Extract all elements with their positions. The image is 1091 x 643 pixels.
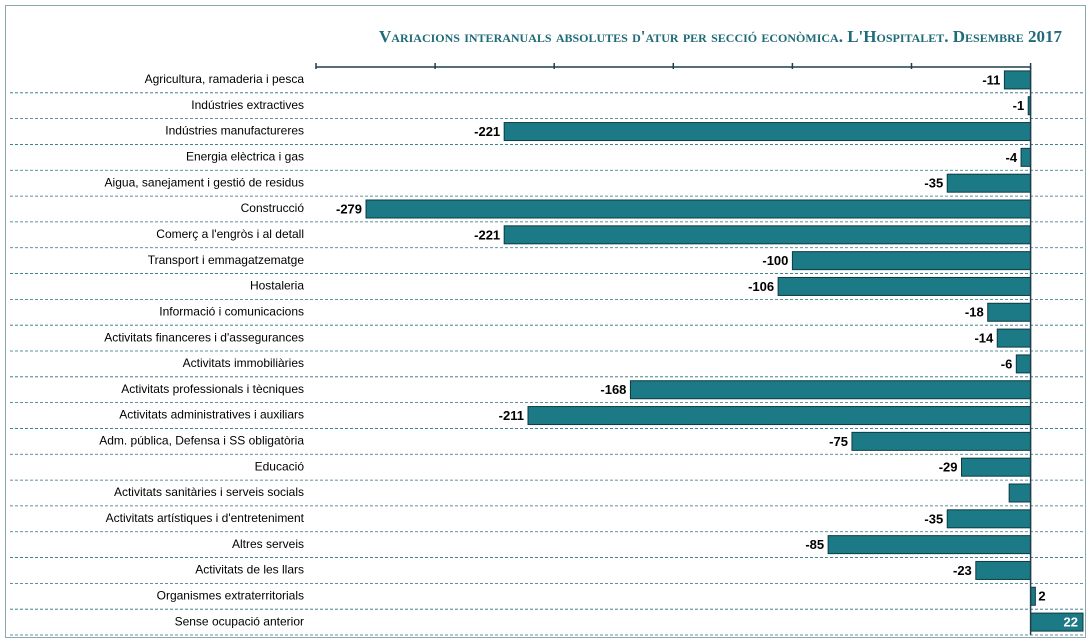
y-tick-label: Agricultura, ramaderia i pesca xyxy=(145,72,305,86)
value-label: -211 xyxy=(499,408,524,423)
y-tick-label: Activitats de les llars xyxy=(195,563,304,577)
value-label: 22 xyxy=(1064,615,1078,630)
bar xyxy=(987,302,1032,322)
bar xyxy=(946,509,1032,529)
y-tick-label: Transport i emmagatzematge xyxy=(148,253,305,267)
y-tick-label: Construcció xyxy=(241,201,305,215)
bar xyxy=(503,225,1032,245)
value-label: -1 xyxy=(1013,98,1025,113)
value-label: -168 xyxy=(600,382,626,397)
y-tick-label: Activitats immobiliàries xyxy=(183,356,304,370)
y-tick-label: Altres serveis xyxy=(232,537,304,551)
value-label: -100 xyxy=(762,253,788,268)
value-label: -221 xyxy=(474,124,500,139)
y-tick-label: Comerç a l'engròs i al detall xyxy=(156,227,304,241)
bar xyxy=(527,406,1032,426)
frame xyxy=(5,5,1086,638)
bar xyxy=(777,276,1032,296)
y-tick-label: Indústries manufactureres xyxy=(165,124,304,138)
value-label: -221 xyxy=(474,227,500,242)
bar xyxy=(1008,483,1032,503)
bar xyxy=(946,173,1032,193)
bar xyxy=(1003,70,1032,90)
value-label: -35 xyxy=(924,511,943,526)
y-tick-label: Organismes extraterritorials xyxy=(157,588,304,602)
value-label: 2 xyxy=(1038,589,1045,604)
bar xyxy=(791,251,1032,271)
y-tick-label: Educació xyxy=(255,459,305,473)
bar xyxy=(996,328,1032,348)
bar xyxy=(961,457,1032,477)
value-label: -106 xyxy=(748,279,774,294)
bar xyxy=(629,380,1032,400)
y-tick-label: Adm. pública, Defensa i SS obligatòria xyxy=(99,434,304,448)
value-label: -14 xyxy=(974,331,994,346)
y-tick-label: Energia elèctrica i gas xyxy=(186,150,304,164)
bar xyxy=(827,535,1032,555)
value-label: -85 xyxy=(805,537,824,552)
value-label: -4 xyxy=(1006,150,1018,165)
value-label: -279 xyxy=(336,201,362,216)
value-label: -6 xyxy=(1001,356,1013,371)
bar xyxy=(1020,147,1032,167)
bar xyxy=(365,199,1032,219)
value-label: -11 xyxy=(982,72,1000,87)
y-tick-label: Hostaleria xyxy=(250,279,304,293)
bar xyxy=(503,122,1032,142)
bar xyxy=(851,431,1032,451)
bar xyxy=(1015,354,1032,374)
value-label: -75 xyxy=(829,434,848,449)
value-label: -29 xyxy=(939,460,958,475)
y-tick-label: Aigua, sanejament i gestió de residus xyxy=(105,175,304,189)
bar xyxy=(975,560,1032,580)
chart-title: Variacions interanuals absolutes d'atur … xyxy=(379,27,1062,46)
y-tick-label: Activitats financeres i d'assegurances xyxy=(104,330,304,344)
y-tick-label: Activitats professionals i tècniques xyxy=(121,382,304,396)
y-tick-label: Activitats sanitàries i serveis socials xyxy=(114,485,304,499)
value-label: -35 xyxy=(924,176,943,191)
value-label: -23 xyxy=(953,563,972,578)
y-tick-label: Activitats artístiques i d'entreteniment xyxy=(106,511,305,525)
y-tick-label: Indústries extractives xyxy=(191,98,304,112)
value-label: -18 xyxy=(965,305,984,320)
y-tick-label: Sense ocupació anterior xyxy=(175,614,304,628)
y-tick-label: Informació i comunicacions xyxy=(159,304,304,318)
y-tick-label: Activitats administratives i auxiliars xyxy=(119,408,304,422)
